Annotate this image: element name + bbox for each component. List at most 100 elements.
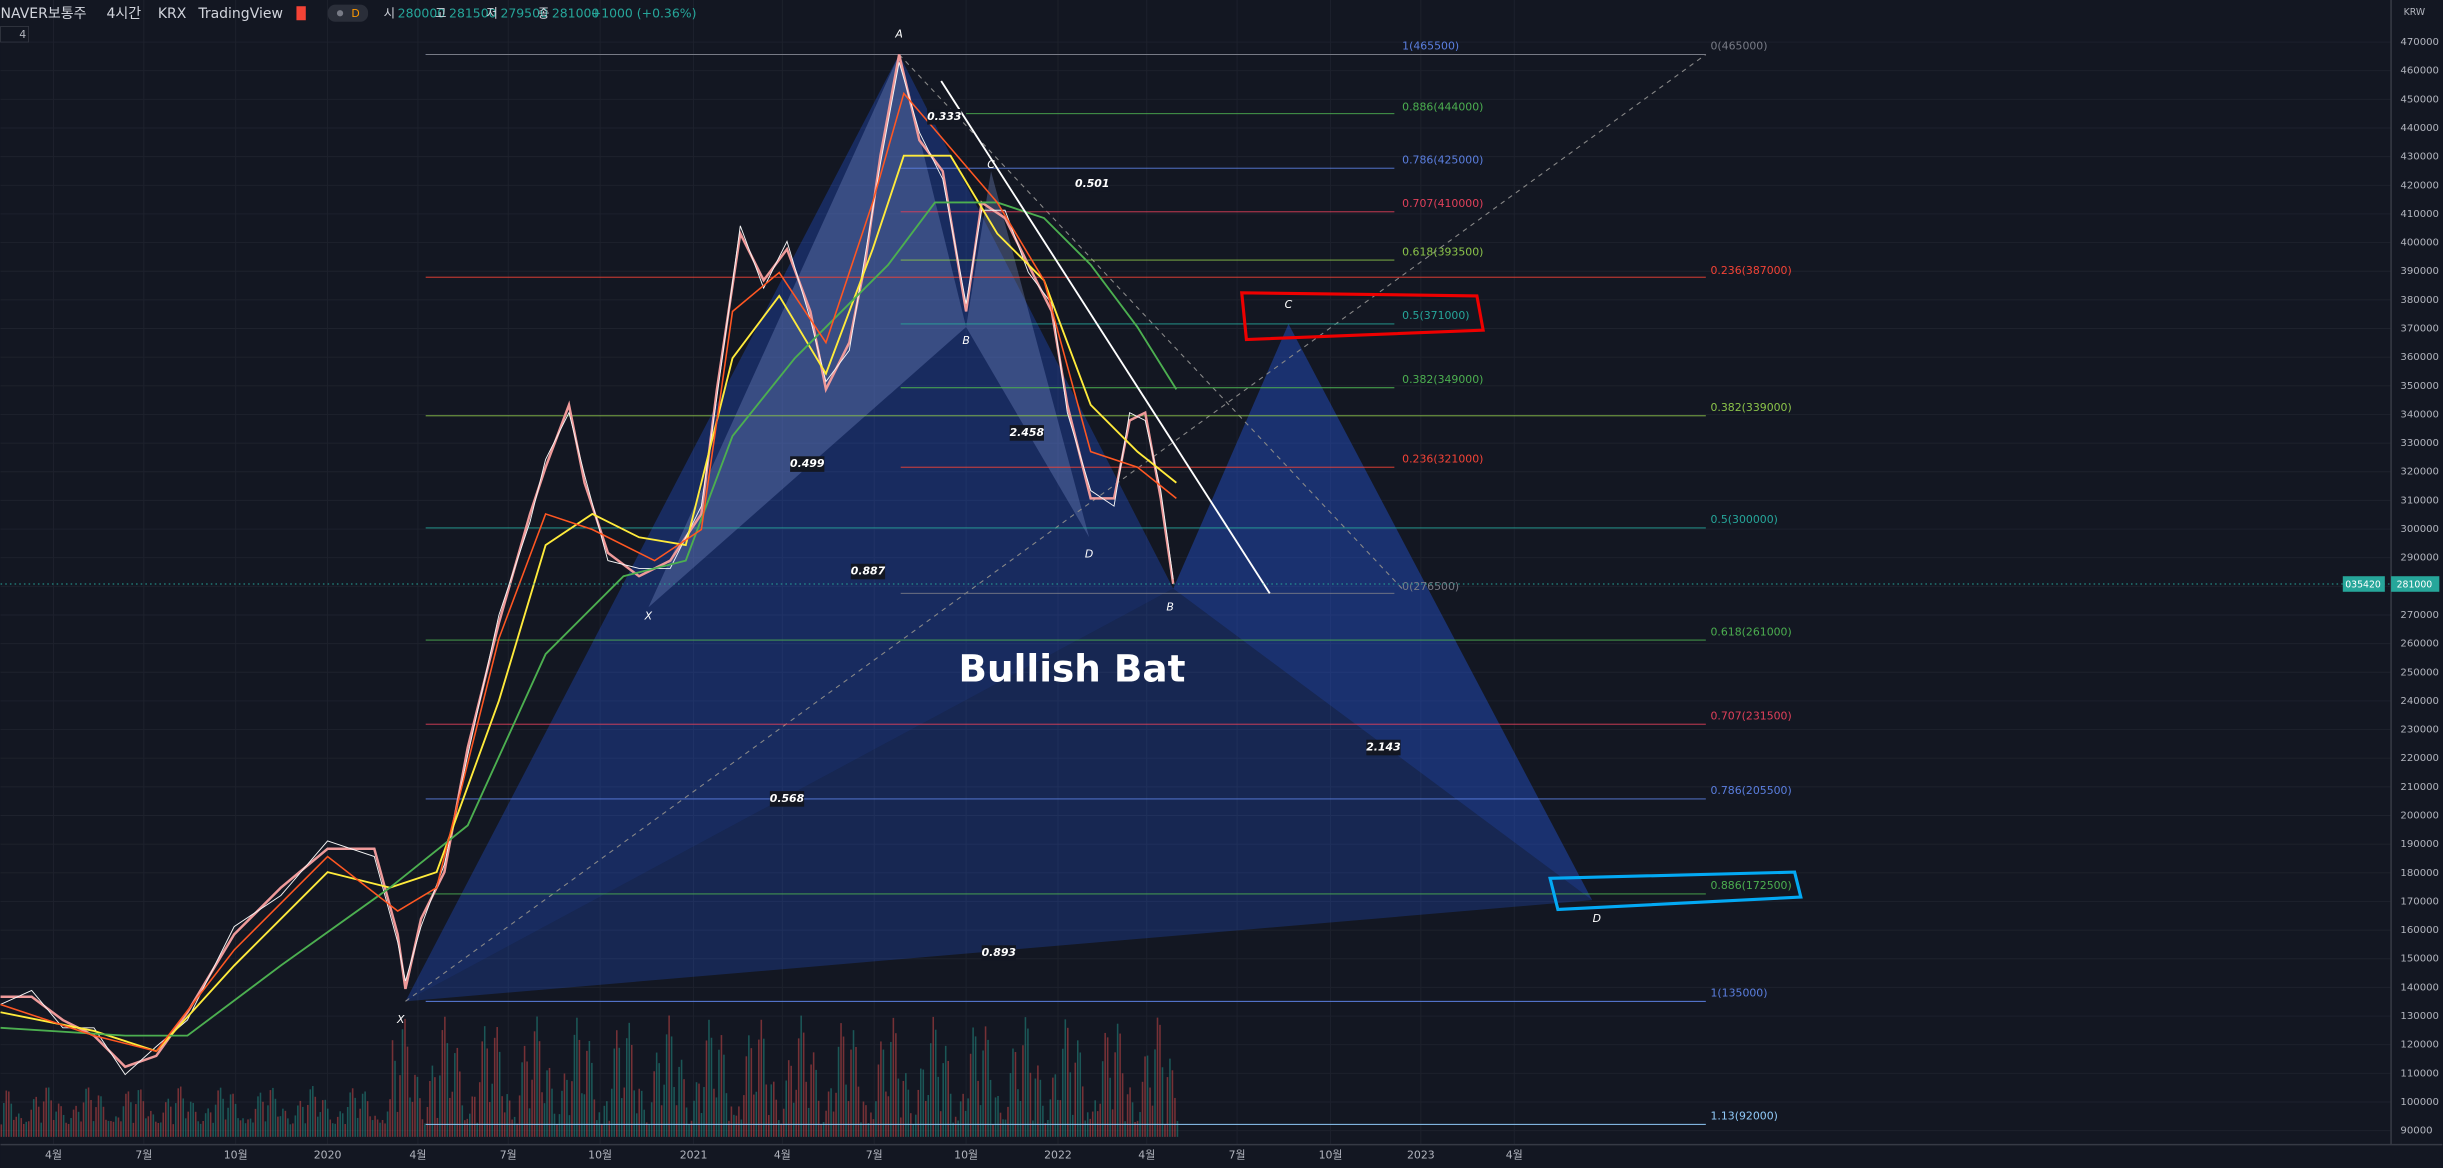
- volume-bar: [207, 1108, 209, 1137]
- volume-bar: [862, 1101, 865, 1137]
- volume-bar: [165, 1102, 167, 1137]
- volume-bar: [401, 1029, 404, 1137]
- time-label: 2020: [314, 1149, 342, 1162]
- volume-bar: [810, 1064, 812, 1137]
- volume-bar: [1014, 1052, 1017, 1137]
- volume-bar: [110, 1121, 112, 1137]
- exchange: KRX: [158, 6, 187, 22]
- volume-bar: [603, 1105, 606, 1137]
- volume-bar: [835, 1092, 837, 1137]
- volume-bar: [680, 1059, 683, 1137]
- volume-bar: [324, 1099, 327, 1137]
- volume-bar: [1164, 1124, 1166, 1137]
- indicator-count: 4: [19, 28, 26, 41]
- volume-bar: [47, 1087, 50, 1137]
- volume-bar: [787, 1060, 790, 1137]
- volume-bar: [954, 1116, 957, 1137]
- volume-bar: [837, 1046, 840, 1137]
- volume-bar: [177, 1088, 180, 1137]
- volume-bar: [376, 1119, 379, 1137]
- fib-label: 0.382(349000): [1402, 373, 1483, 386]
- volume-bar: [95, 1107, 97, 1137]
- volume-bar: [212, 1122, 214, 1137]
- volume-bar: [219, 1087, 222, 1137]
- volume-bar: [700, 1112, 703, 1137]
- volume-bar: [142, 1101, 145, 1137]
- volume-bar: [790, 1065, 792, 1137]
- price-label: 220000: [2400, 753, 2439, 764]
- price-label: 450000: [2400, 94, 2439, 105]
- volume-bar: [840, 1023, 842, 1137]
- volume-bar: [82, 1102, 85, 1137]
- volume-bar: [239, 1120, 242, 1137]
- volume-bar: [1136, 1120, 1139, 1137]
- volume-bar: [87, 1087, 90, 1137]
- volume-bar: [334, 1123, 337, 1137]
- volume-bar: [314, 1096, 317, 1137]
- point-label: B: [1166, 600, 1173, 613]
- volume-bar: [1067, 1027, 1069, 1137]
- volume-bar: [312, 1086, 314, 1137]
- volume-bar: [601, 1123, 603, 1137]
- volume-bar: [25, 1121, 28, 1137]
- price-label: 380000: [2400, 295, 2439, 306]
- volume-bar: [272, 1087, 274, 1137]
- volume-bar: [426, 1106, 429, 1137]
- volume-bar: [155, 1121, 157, 1137]
- volume-bar: [802, 1032, 805, 1137]
- price-label: 410000: [2400, 209, 2439, 220]
- volume-bar: [882, 1049, 885, 1137]
- volume-bar: [147, 1116, 150, 1137]
- volume-bar: [947, 1060, 949, 1137]
- volume-bar: [1116, 1023, 1119, 1137]
- point-label: X: [644, 610, 653, 623]
- volume-bar: [740, 1119, 743, 1137]
- volume-bar: [1156, 1017, 1159, 1137]
- volume-bar: [777, 1120, 780, 1137]
- fib-label: 0.618(393500): [1402, 245, 1483, 258]
- ratio-bg: [790, 456, 825, 472]
- volume-bar: [685, 1107, 688, 1137]
- volume-bar: [566, 1079, 568, 1137]
- volume-bar: [795, 1089, 797, 1137]
- volume-bar: [703, 1087, 705, 1137]
- volume-bar: [122, 1106, 125, 1137]
- volume-bar: [384, 1123, 386, 1137]
- volume-bar: [189, 1101, 192, 1137]
- volume-bar: [20, 1118, 23, 1137]
- price-label: 110000: [2400, 1068, 2439, 1079]
- small-pattern-bcd: [966, 171, 1090, 538]
- time-label: 4월: [1506, 1149, 1523, 1162]
- volume-bar: [972, 1027, 974, 1137]
- volume-bar: [755, 1091, 758, 1137]
- price-label: 160000: [2400, 925, 2439, 936]
- volume-bar: [1101, 1061, 1104, 1137]
- red-highlight: [1240, 291, 1485, 342]
- volume-bar: [287, 1118, 289, 1137]
- price-label: 420000: [2400, 180, 2439, 191]
- volume-bar: [364, 1091, 366, 1137]
- ratio-bg: [981, 945, 1016, 961]
- volume-bar: [309, 1089, 312, 1137]
- volume-bar: [620, 1098, 623, 1137]
- source: TradingView: [197, 6, 283, 22]
- volume-bar: [929, 1043, 932, 1137]
- volume-bar: [842, 1036, 845, 1137]
- volume-bar: [202, 1120, 204, 1137]
- volume-bar: [105, 1119, 107, 1137]
- volume-bar: [658, 1063, 660, 1137]
- volume-bar: [85, 1088, 87, 1137]
- volume-bar: [865, 1105, 867, 1137]
- volume-bar: [850, 1049, 852, 1137]
- fib-label: 0.5(300000): [1711, 513, 1778, 526]
- interval: 4시간: [106, 6, 141, 22]
- indicator-toggle[interactable]: [0, 26, 29, 43]
- volume-bar: [321, 1100, 324, 1137]
- blue-highlight: [1548, 870, 1803, 912]
- volume-bar: [264, 1121, 267, 1137]
- price-label: 320000: [2400, 467, 2439, 478]
- volume-bar: [743, 1095, 745, 1137]
- time-label: 10월: [588, 1149, 612, 1162]
- volume-bar: [1052, 1077, 1054, 1137]
- volume-bar: [959, 1101, 962, 1137]
